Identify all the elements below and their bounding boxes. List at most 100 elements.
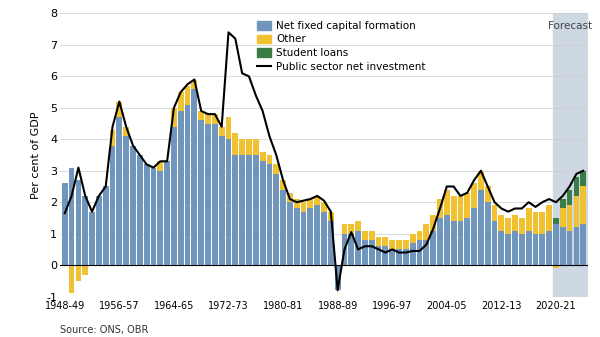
Bar	[116, 117, 122, 265]
Bar	[382, 237, 388, 246]
Bar	[526, 209, 532, 231]
Bar	[341, 234, 347, 265]
Bar	[157, 171, 163, 265]
Bar	[574, 196, 580, 227]
Bar	[328, 221, 334, 265]
Bar	[566, 190, 572, 205]
Bar	[280, 180, 286, 190]
Bar	[246, 155, 252, 265]
Bar	[205, 114, 211, 124]
Bar	[403, 240, 409, 249]
Bar	[458, 221, 463, 265]
Bar	[157, 161, 163, 171]
Bar	[171, 127, 177, 265]
Bar	[321, 212, 327, 265]
Bar	[110, 130, 115, 146]
Bar	[328, 212, 334, 221]
Bar	[191, 80, 197, 89]
Bar	[485, 186, 491, 202]
Bar	[451, 196, 457, 221]
Bar	[191, 89, 197, 265]
Bar	[533, 234, 538, 265]
Y-axis label: Per cent of GDP: Per cent of GDP	[31, 111, 41, 199]
Bar	[416, 240, 422, 265]
Bar	[566, 205, 572, 231]
Bar	[260, 161, 266, 265]
Bar	[553, 13, 588, 297]
Bar	[505, 234, 511, 265]
Bar	[369, 231, 374, 240]
Bar	[512, 231, 518, 265]
Bar	[416, 231, 422, 240]
Bar	[430, 215, 436, 231]
Bar	[424, 240, 429, 265]
Bar	[287, 193, 293, 202]
Bar	[539, 212, 545, 234]
Bar	[389, 240, 395, 249]
Bar	[253, 139, 259, 155]
Bar	[437, 218, 443, 265]
Bar	[151, 167, 157, 265]
Bar	[526, 231, 532, 265]
Bar	[458, 196, 463, 221]
Bar	[389, 249, 395, 265]
Bar	[301, 202, 307, 212]
Bar	[199, 120, 204, 265]
Bar	[478, 190, 484, 265]
Bar	[349, 234, 354, 265]
Bar	[212, 124, 218, 265]
Bar	[185, 86, 190, 105]
Bar	[410, 234, 416, 243]
Bar	[539, 234, 545, 265]
Bar	[553, 224, 559, 265]
Bar	[314, 205, 320, 265]
Bar	[560, 227, 566, 265]
Text: Forecast: Forecast	[548, 21, 592, 31]
Bar	[260, 152, 266, 161]
Bar	[505, 218, 511, 234]
Text: Source: ONS, OBR: Source: ONS, OBR	[60, 325, 148, 335]
Bar	[451, 221, 457, 265]
Bar	[341, 224, 347, 234]
Bar	[464, 193, 470, 218]
Bar	[491, 205, 497, 221]
Bar	[464, 218, 470, 265]
Bar	[178, 111, 184, 265]
Bar	[144, 164, 149, 265]
Bar	[519, 234, 525, 265]
Bar	[396, 240, 402, 249]
Bar	[580, 171, 586, 186]
Bar	[76, 180, 82, 265]
Bar	[219, 127, 224, 136]
Bar	[512, 215, 518, 231]
Bar	[580, 186, 586, 224]
Bar	[499, 215, 504, 231]
Bar	[382, 246, 388, 265]
Bar	[335, 265, 341, 290]
Bar	[178, 92, 184, 111]
Bar	[280, 190, 286, 265]
Bar	[246, 139, 252, 155]
Bar	[226, 139, 232, 265]
Bar	[499, 231, 504, 265]
Bar	[123, 127, 129, 136]
Bar	[560, 209, 566, 227]
Bar	[307, 209, 313, 265]
Bar	[566, 231, 572, 265]
Bar	[116, 101, 122, 117]
Bar	[430, 231, 436, 265]
Bar	[376, 246, 382, 265]
Bar	[239, 155, 245, 265]
Bar	[212, 114, 218, 124]
Bar	[369, 240, 374, 265]
Bar	[519, 218, 525, 234]
Bar	[232, 133, 238, 155]
Bar	[232, 155, 238, 265]
Bar	[553, 265, 559, 268]
Bar	[294, 199, 299, 209]
Bar	[103, 186, 109, 265]
Bar	[403, 249, 409, 265]
Bar	[560, 199, 566, 209]
Bar	[362, 231, 368, 240]
Bar	[355, 221, 361, 231]
